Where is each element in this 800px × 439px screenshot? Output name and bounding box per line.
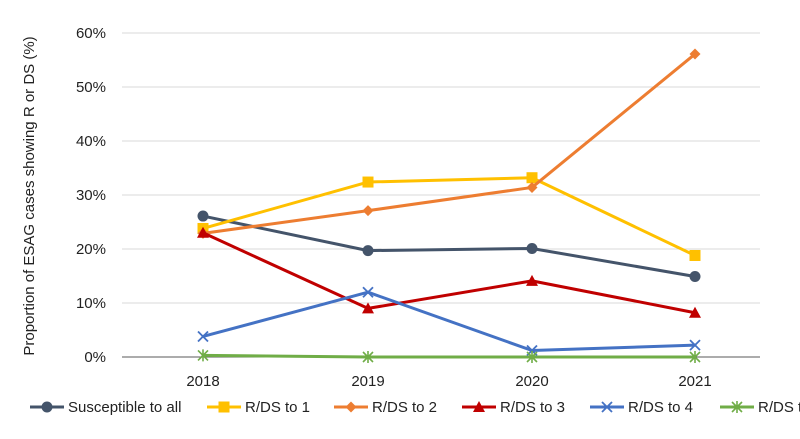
series-line <box>201 290 697 353</box>
data-point <box>689 351 701 363</box>
series-5 <box>197 286 701 357</box>
legend-swatch-marker <box>601 401 613 413</box>
y-tick-label: 50% <box>76 79 106 96</box>
y-tick-label: 0% <box>84 349 106 366</box>
y-tick-label: 40% <box>76 133 106 150</box>
data-point <box>526 351 538 363</box>
legend-item: R/DS to 3 <box>462 399 565 416</box>
data-point <box>526 274 538 286</box>
x-tick-label: 2020 <box>515 373 548 390</box>
data-point <box>197 210 209 222</box>
data-point <box>197 226 209 238</box>
legend-item: R/DS to 1 <box>207 399 310 416</box>
data-point <box>526 242 538 254</box>
legend-swatch-marker <box>731 401 743 413</box>
data-point <box>362 286 374 298</box>
series-line <box>201 214 697 279</box>
data-point <box>362 245 374 257</box>
legend-swatch-marker <box>41 401 53 413</box>
data-point <box>689 271 701 283</box>
gridlines <box>122 32 760 304</box>
series-line <box>201 176 697 257</box>
series-line <box>201 231 697 315</box>
data-point <box>526 181 538 193</box>
y-tick-label: 60% <box>76 25 106 42</box>
x-tick-label: 2019 <box>351 373 384 390</box>
legend-item: R/DS to 2 <box>334 399 437 416</box>
x-tick-label: 2018 <box>186 373 219 390</box>
series-1 <box>197 210 701 283</box>
legend: Susceptible to all R/DS to 1 R/DS to 2 R/DS… <box>30 399 800 416</box>
legend-label: R/DS to 4 <box>628 399 693 416</box>
data-point <box>689 339 701 351</box>
legend-label: R/DS to 5 <box>758 399 800 416</box>
series-6 <box>197 349 701 363</box>
data-point <box>197 330 209 343</box>
series-group <box>197 48 701 363</box>
series-2 <box>197 172 701 261</box>
y-tick-label: 30% <box>76 187 106 204</box>
data-point <box>362 302 374 314</box>
y-tick-label: 10% <box>76 295 106 312</box>
series-4 <box>197 226 701 318</box>
y-axis-title: Proportion of ESAG cases showing R or DS… <box>21 36 38 355</box>
series-line <box>201 52 697 235</box>
data-point <box>362 205 374 217</box>
data-point <box>526 172 538 184</box>
data-point <box>689 249 701 261</box>
legend-swatch-marker <box>473 401 485 412</box>
legend-item: Susceptible to all <box>30 399 181 416</box>
y-tick-label: 20% <box>76 241 106 258</box>
series-line <box>201 353 697 359</box>
x-tick-label: 2021 <box>678 373 711 390</box>
data-point <box>362 176 374 188</box>
legend-swatch-marker <box>218 401 230 413</box>
axes: 0% 10% 20% 30% 40% 50% 60% 2018 2019 2020 2021 <box>76 25 760 390</box>
data-point <box>197 349 209 362</box>
data-point <box>689 48 701 60</box>
data-point <box>362 351 374 363</box>
data-point <box>689 306 701 318</box>
legend-item: R/DS to 5 <box>720 399 800 416</box>
legend-item: R/DS to 4 <box>590 399 693 416</box>
legend-label: R/DS to 2 <box>372 399 437 416</box>
legend-swatch-marker <box>345 401 357 413</box>
legend-label: R/DS to 1 <box>245 399 310 416</box>
legend-label: Susceptible to all <box>68 399 181 416</box>
legend-label: R/DS to 3 <box>500 399 565 416</box>
